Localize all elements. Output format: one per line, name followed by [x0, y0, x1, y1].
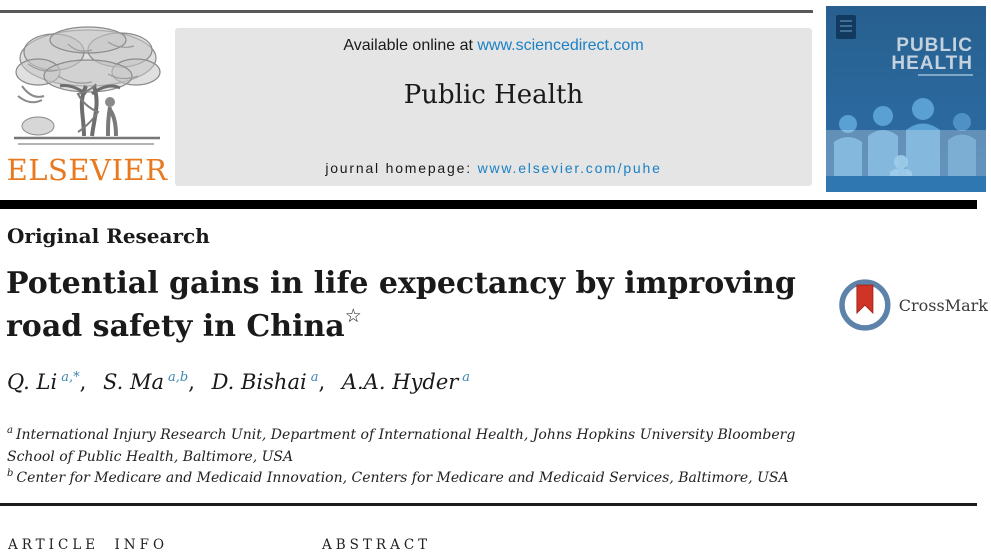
cover-title-line1: PUBLIC	[896, 35, 973, 56]
article-title-line1: Potential gains in life expectancy by im…	[6, 266, 796, 301]
cover-title-line2: HEALTH	[891, 53, 973, 74]
author: D. Bishai a,	[211, 370, 326, 394]
title-footnote-star: ☆	[344, 304, 362, 327]
journal-cover-thumbnail[interactable]: PUBLIC HEALTH	[826, 6, 986, 192]
article-title: Potential gains in life expectancy by im…	[6, 264, 806, 346]
author: S. Ma a,b,	[102, 370, 195, 394]
affiliation-list: a International Injury Research Unit, Dep…	[7, 425, 822, 490]
cover-band	[826, 130, 986, 176]
journal-homepage-link[interactable]: www.elsevier.com/puhe	[477, 160, 662, 176]
author-affil-sup: a,b	[167, 370, 189, 385]
author-list: Q. Li a,*, S. Ma a,b, D. Bishai a, A.A. Hyd…	[7, 370, 480, 394]
journal-title: Public Health	[403, 80, 584, 110]
elsevier-tree-icon	[14, 26, 161, 145]
top-divider	[0, 10, 813, 13]
affiliation: b Center for Medicare and Medicaid Innova…	[7, 468, 789, 487]
author-affil-sup: a	[462, 370, 471, 385]
article-title-line2: road safety in China	[6, 308, 345, 344]
available-online-line: Available online at www.sciencedirect.co…	[175, 37, 812, 55]
abstract-heading: ABSTRACT	[322, 537, 432, 553]
journal-homepage-line: journal homepage: www.elsevier.com/puhe	[175, 160, 812, 176]
sciencedirect-link[interactable]: www.sciencedirect.com	[477, 37, 644, 54]
author-affil-sup: a	[310, 370, 319, 385]
crossmark-badge[interactable]: CrossMark	[838, 277, 988, 333]
affiliation: a International Injury Research Unit, Dep…	[7, 425, 796, 465]
available-online-prefix: Available online at	[343, 37, 478, 54]
article-info-heading: ARTICLE INFO	[8, 537, 169, 553]
homepage-prefix: journal homepage:	[325, 160, 478, 176]
elsevier-logo: ELSEVIER	[6, 24, 168, 190]
author: Q. Li a,*,	[7, 370, 87, 394]
author-affil-sup: a,*	[61, 370, 80, 385]
author: A.A. Hyder a	[341, 370, 471, 394]
cover-subtitle-rule	[918, 74, 973, 76]
journal-masthead: Available online at www.sciencedirect.co…	[175, 28, 812, 186]
elsevier-wordmark: ELSEVIER	[6, 153, 168, 187]
header-divider-bar	[0, 200, 977, 209]
crossmark-icon	[839, 279, 891, 331]
crossmark-label: CrossMark	[898, 295, 988, 315]
cover-bottom-strip	[826, 176, 986, 192]
section-label: Original Research	[7, 224, 210, 248]
abstract-divider-rule	[0, 503, 977, 506]
